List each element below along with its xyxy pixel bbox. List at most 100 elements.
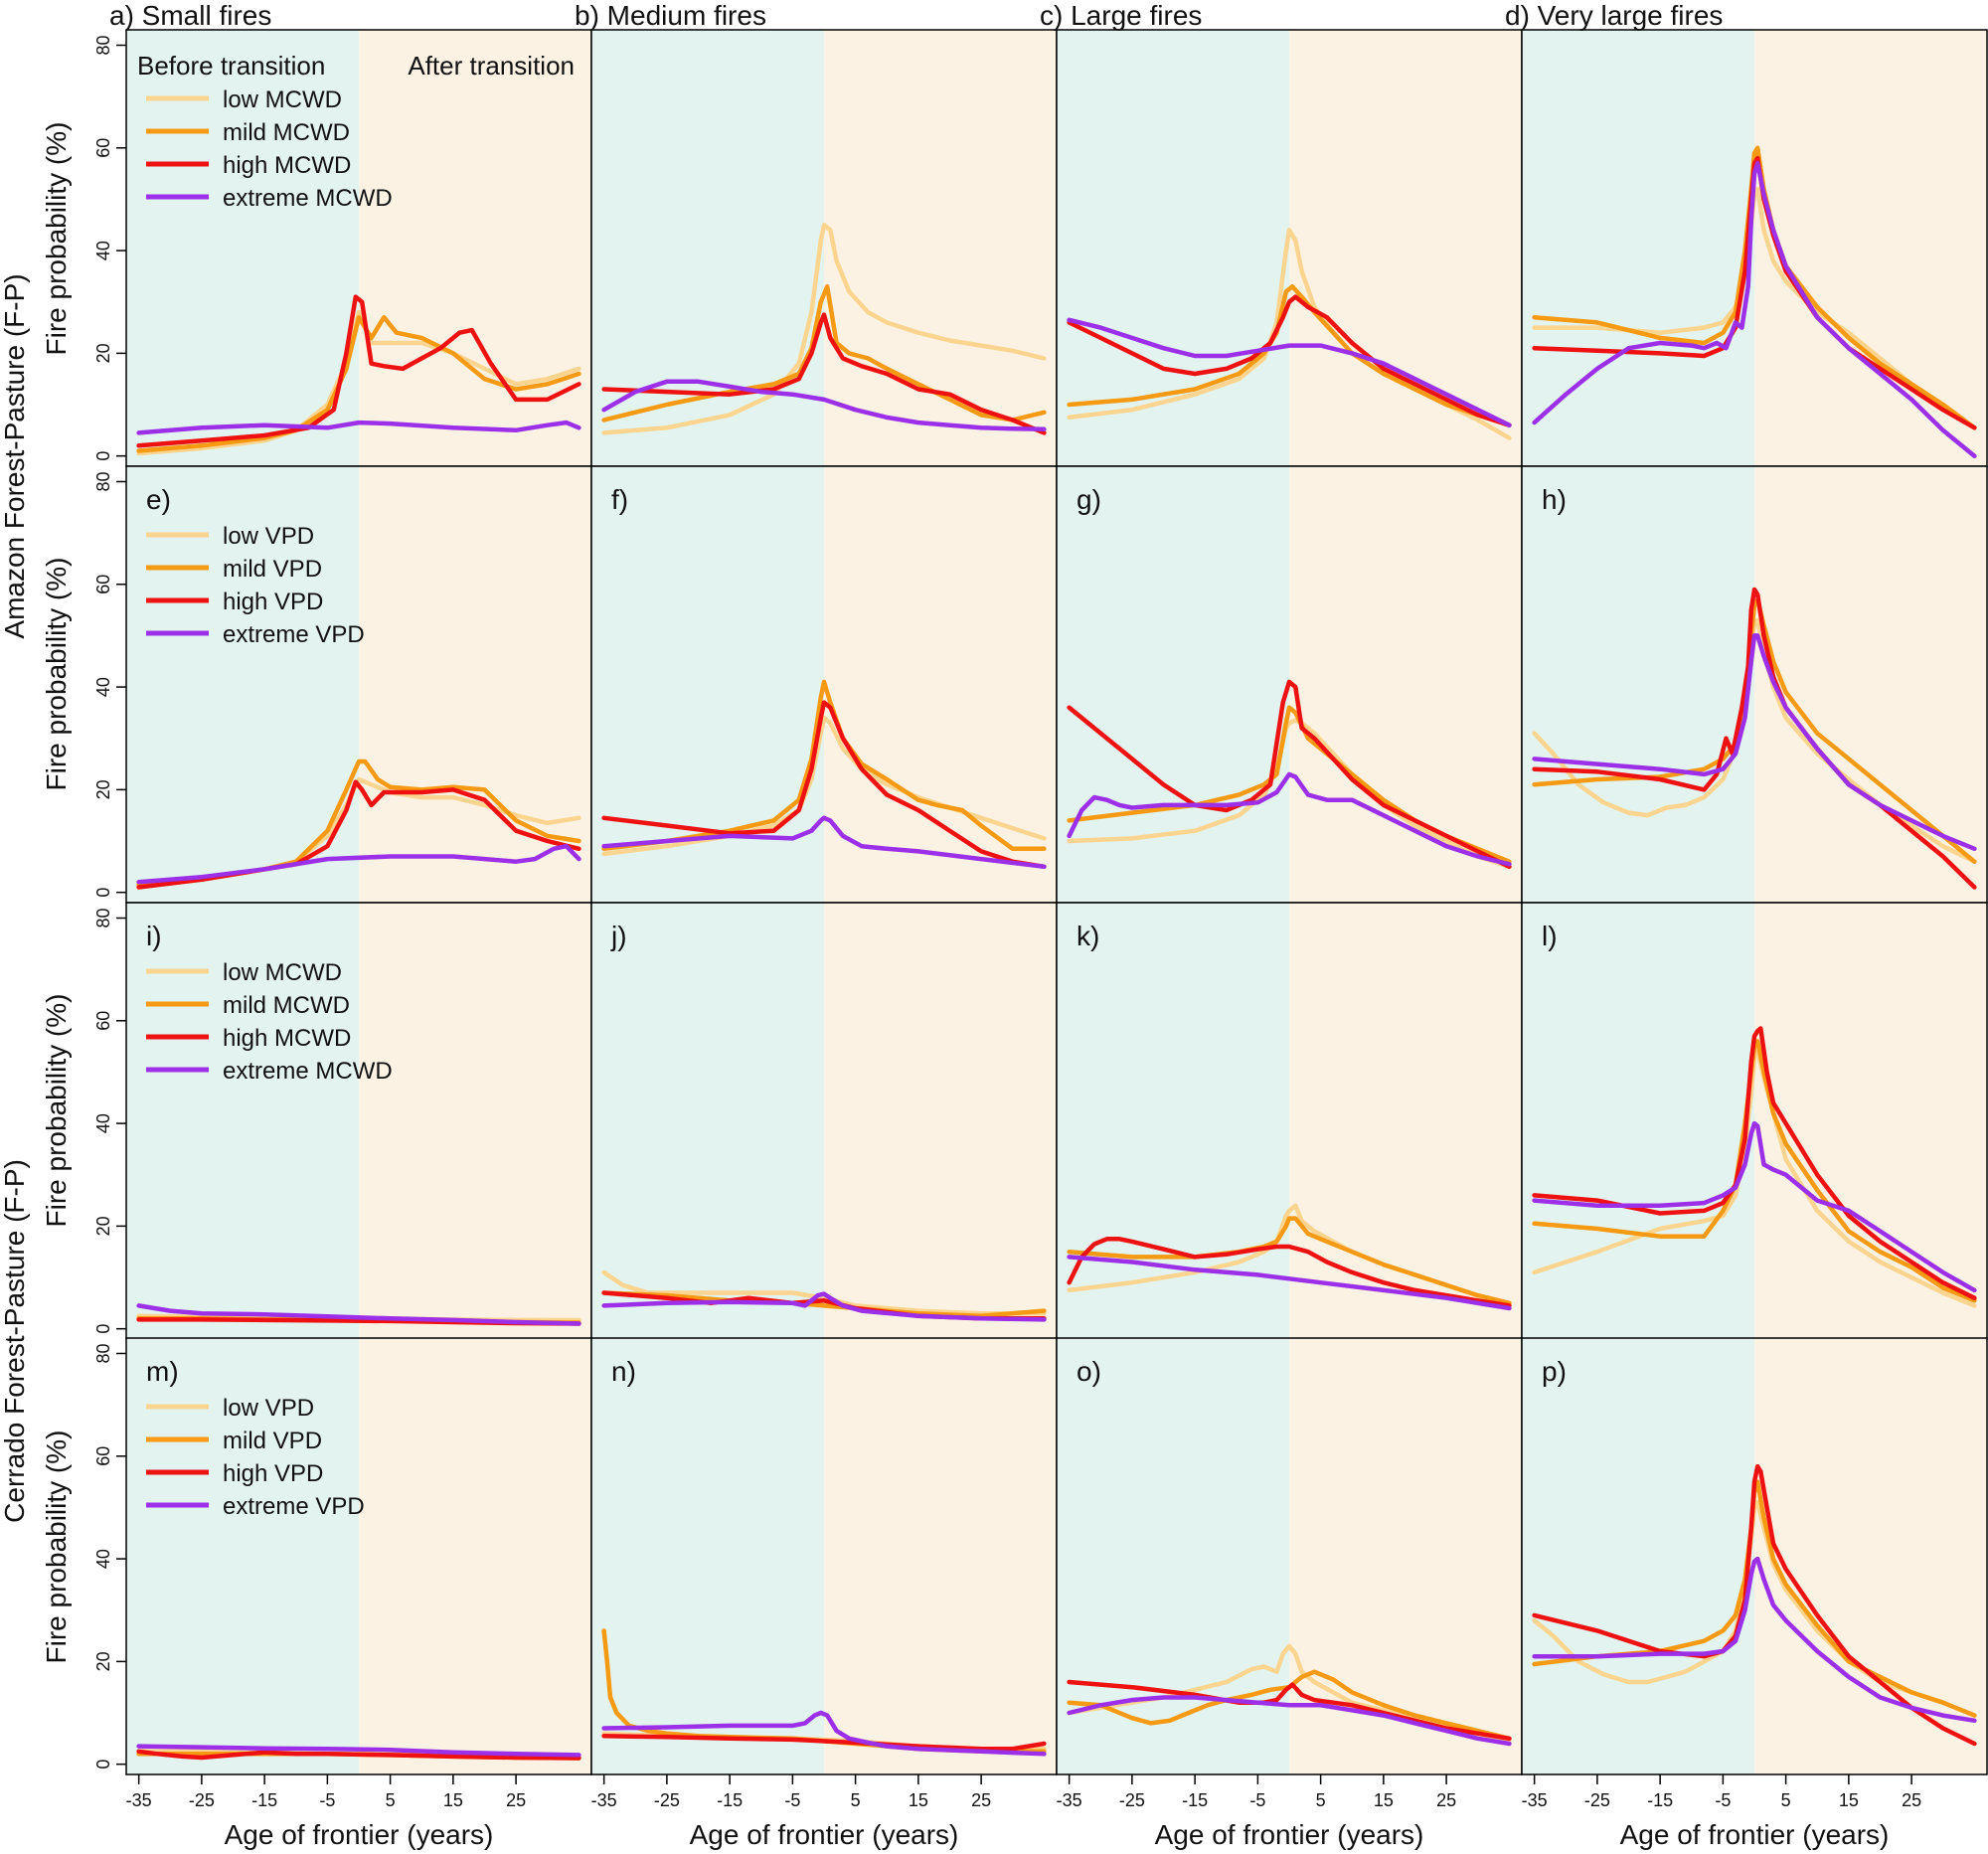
- legend-entry-low: low VPD: [223, 1395, 314, 1422]
- x-tick-label: -15: [717, 1790, 743, 1810]
- after-transition-region: [1754, 903, 1987, 1339]
- series-line-extreme: [601, 1710, 1047, 1757]
- series-line-low: [1532, 186, 1977, 430]
- before-transition-label: Before transition: [137, 51, 325, 81]
- y-tick-label: 0: [93, 888, 113, 898]
- panel-label: b) Medium fires: [575, 0, 766, 31]
- y-axis-label-row-1: Fire probability (%): [41, 122, 72, 356]
- legend-entry-high: high VPD: [223, 589, 323, 615]
- before-transition-region: [1522, 30, 1754, 466]
- series-line-extreme: [1067, 1695, 1512, 1747]
- series-line-high: [601, 700, 1047, 870]
- panel-label: j): [610, 921, 627, 951]
- before-transition-region: [126, 903, 359, 1339]
- series-line-extreme: [136, 420, 581, 435]
- panel-label: p): [1542, 1356, 1567, 1387]
- after-transition-region: [359, 1338, 591, 1774]
- series-line-mild: [601, 1290, 1047, 1319]
- series-line-low: [1067, 1643, 1512, 1744]
- series-line-high: [1067, 294, 1512, 427]
- series-line-extreme: [601, 379, 1047, 432]
- series-line-mild: [1532, 145, 1977, 430]
- x-tick-label: 5: [386, 1790, 396, 1810]
- before-transition-region: [1057, 466, 1289, 903]
- x-axis-label-col-2: Age of frontier (years): [690, 1819, 959, 1850]
- series-line-extreme: [1532, 633, 1977, 852]
- x-tick-label: 25: [506, 1790, 526, 1810]
- panel: o): [1056, 1337, 1523, 1775]
- y-tick-label: 0: [93, 1324, 113, 1334]
- after-transition-region: [1754, 1338, 1987, 1774]
- series-line-extreme: [1532, 1556, 1977, 1724]
- series-line-mild: [601, 283, 1047, 422]
- x-tick-label: -5: [1715, 1790, 1731, 1810]
- legend-entry-low: low VPD: [223, 523, 314, 550]
- panel-label: h): [1542, 484, 1567, 515]
- panel-label: d) Very large fires: [1505, 0, 1723, 31]
- after-transition-region: [359, 30, 591, 466]
- after-transition-region: [824, 30, 1057, 466]
- y-tick-label: 80: [93, 471, 113, 491]
- series-line-extreme: [136, 1303, 581, 1326]
- panel: n): [590, 1337, 1058, 1775]
- legend-entry-mild: mild VPD: [223, 1428, 322, 1454]
- x-tick-label: -15: [1182, 1790, 1208, 1810]
- legend-entry-high: high MCWD: [223, 152, 351, 179]
- series-line-extreme: [1067, 771, 1512, 867]
- y-axis-label-row-4: Fire probability (%): [41, 1431, 72, 1664]
- x-tick-label: -35: [1522, 1790, 1548, 1810]
- panel-label: c) Large fires: [1040, 0, 1202, 31]
- panel: e) low VPD mild VPD high VPD extreme VPD: [125, 465, 592, 904]
- series-line-mild: [1067, 283, 1512, 427]
- x-tick-label: -35: [1057, 1790, 1082, 1810]
- series-line-high: [136, 1749, 581, 1761]
- y-tick-label: 40: [93, 241, 113, 260]
- x-tick-label: 25: [1902, 1790, 1921, 1810]
- after-transition-region: [1289, 903, 1522, 1339]
- legend-entry-extreme: extreme MCWD: [223, 1058, 393, 1085]
- series-line-extreme: [1067, 1255, 1512, 1311]
- panel: f): [590, 465, 1058, 904]
- panel: i) low MCWD mild MCWD high MCWD extreme MCWD: [125, 902, 592, 1340]
- x-tick-label: -35: [126, 1790, 152, 1810]
- legend-entry-mild: mild MCWD: [223, 992, 350, 1019]
- panel: k): [1056, 902, 1523, 1340]
- panel: h): [1521, 465, 1988, 904]
- before-transition-region: [591, 1338, 824, 1774]
- panel: c) Large fires: [1040, 0, 1523, 467]
- x-tick-label: 5: [851, 1790, 861, 1810]
- x-tick-label: -15: [1647, 1790, 1673, 1810]
- x-axis-label-col-3: Age of frontier (years): [1155, 1819, 1424, 1850]
- y-tick-label: 0: [93, 1760, 113, 1770]
- x-tick-label: -25: [189, 1790, 215, 1810]
- series-line-extreme: [601, 1291, 1047, 1322]
- x-tick-label: -25: [654, 1790, 680, 1810]
- after-transition-region: [824, 903, 1057, 1339]
- panel-label: o): [1077, 1356, 1101, 1387]
- y-tick-label: 40: [93, 1113, 113, 1133]
- y-tick-label: 20: [93, 343, 113, 363]
- y-tick-label: 40: [93, 677, 113, 697]
- legend-entry-low: low MCWD: [223, 86, 342, 113]
- before-transition-region: [1522, 1338, 1754, 1774]
- x-tick-label: 15: [1839, 1790, 1859, 1810]
- y-tick-label: 80: [93, 908, 113, 927]
- panel: b) Medium fires: [575, 0, 1058, 467]
- panel-label: m): [146, 1356, 179, 1387]
- after-transition-region: [1289, 1338, 1522, 1774]
- legend-entry-extreme: extreme VPD: [223, 1493, 365, 1520]
- y-tick-label: 60: [93, 138, 113, 158]
- x-tick-label: 5: [1781, 1790, 1791, 1810]
- x-tick-label: -5: [319, 1790, 335, 1810]
- after-transition-region: [1289, 466, 1522, 903]
- series-line-mild: [1067, 1669, 1512, 1742]
- panels-layer: a) Small fires low MCWD mild MCWD high MCWD…: [109, 0, 1988, 1775]
- legend-entry-mild: mild VPD: [223, 556, 322, 583]
- before-transition-region: [126, 1338, 359, 1774]
- x-axis-label-col-4: Age of frontier (years): [1620, 1819, 1890, 1850]
- y-tick-label: 0: [93, 451, 113, 461]
- row-group-label-amazon: Amazon Forest-Pasture (F-P): [0, 273, 30, 638]
- x-tick-label: 25: [1436, 1790, 1456, 1810]
- x-tick-label: -15: [251, 1790, 277, 1810]
